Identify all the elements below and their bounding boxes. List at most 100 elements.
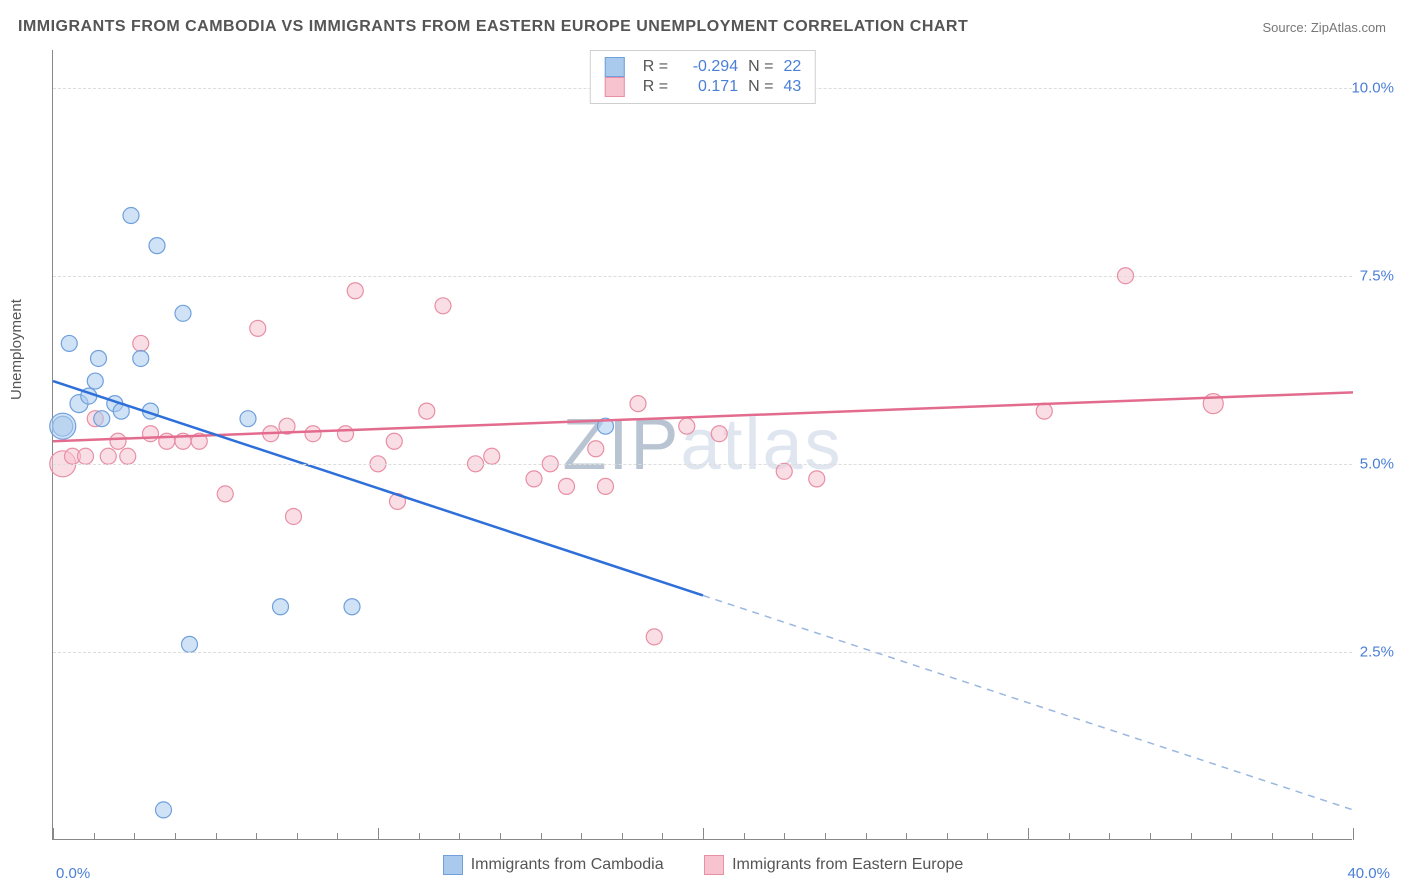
scatter-point [110,433,126,449]
scatter-point [182,636,198,652]
x-tick [175,833,176,840]
scatter-point [149,238,165,254]
x-tick [744,833,745,840]
x-tick [1109,833,1110,840]
x-tick [866,833,867,840]
plot-area: ZIPatlas [52,50,1352,840]
n-value-cambodia: 22 [783,58,801,76]
scatter-point [250,320,266,336]
scatter-point [679,418,695,434]
scatter-point [1036,403,1052,419]
scatter-point [588,441,604,457]
r-value-cambodia: -0.294 [678,58,738,76]
chart-svg [53,50,1352,839]
y-tick-label: 7.5% [1360,267,1394,284]
x-tick [1312,833,1313,840]
legend-item-cambodia: Immigrants from Cambodia [443,855,664,875]
legend-swatch-eastern-europe [704,855,724,875]
scatter-point [338,426,354,442]
x-tick [1150,833,1151,840]
scatter-point [630,396,646,412]
x-tick [216,833,217,840]
scatter-point [344,599,360,615]
gridline [53,464,1352,465]
scatter-point [598,478,614,494]
x-tick [581,833,582,840]
n-label: N = [748,58,773,76]
x-tick [622,833,623,840]
swatch-eastern-europe [605,77,625,97]
stats-box: R = -0.294 N = 22 R = 0.171 N = 43 [590,50,816,104]
scatter-point [526,471,542,487]
scatter-point [133,335,149,351]
scatter-point [484,448,500,464]
scatter-point [419,403,435,419]
x-tick [53,828,54,840]
bottom-legend: Immigrants from Cambodia Immigrants from… [0,855,1406,880]
x-tick [134,833,135,840]
x-tick [662,833,663,840]
legend-label-eastern-europe: Immigrants from Eastern Europe [732,856,963,874]
y-axis-label: Unemployment [8,299,25,400]
x-tick [94,833,95,840]
scatter-point [217,486,233,502]
x-tick [1191,833,1192,840]
x-tick [378,828,379,840]
x-tick [419,833,420,840]
legend-swatch-cambodia [443,855,463,875]
x-tick [1272,833,1273,840]
x-tick-start: 0.0% [56,865,90,882]
y-tick-label: 5.0% [1360,455,1394,472]
y-tick-label: 2.5% [1360,643,1394,660]
y-tick-label: 10.0% [1351,79,1394,96]
scatter-point [120,448,136,464]
x-tick [500,833,501,840]
x-tick [703,828,704,840]
scatter-point [347,283,363,299]
scatter-point [123,208,139,224]
n-label: N = [748,78,773,96]
scatter-point [646,629,662,645]
x-tick [825,833,826,840]
r-value-eastern-europe: 0.171 [678,78,738,96]
x-tick [1028,828,1029,840]
scatter-point [273,599,289,615]
scatter-point [133,350,149,366]
scatter-point [156,802,172,818]
x-tick [1231,833,1232,840]
scatter-point [240,411,256,427]
swatch-cambodia [605,57,625,77]
scatter-point [776,463,792,479]
scatter-point [100,448,116,464]
scatter-point [559,478,575,494]
x-tick [1069,833,1070,840]
scatter-point [61,335,77,351]
r-label: R = [643,58,668,76]
scatter-point [435,298,451,314]
trend-line-dashed [703,595,1353,809]
x-tick [987,833,988,840]
stats-row-eastern-europe: R = 0.171 N = 43 [605,77,801,97]
legend-item-eastern-europe: Immigrants from Eastern Europe [704,855,963,875]
scatter-point [91,350,107,366]
n-value-eastern-europe: 43 [783,78,801,96]
x-tick [906,833,907,840]
scatter-point [305,426,321,442]
x-tick [1353,828,1354,840]
scatter-point [50,413,76,439]
x-tick [947,833,948,840]
gridline [53,276,1352,277]
x-tick-end: 40.0% [1347,865,1390,882]
legend-label-cambodia: Immigrants from Cambodia [471,856,664,874]
x-tick [337,833,338,840]
gridline [53,652,1352,653]
x-tick [256,833,257,840]
scatter-point [386,433,402,449]
scatter-point [175,305,191,321]
scatter-point [711,426,727,442]
source-label: Source: ZipAtlas.com [1262,20,1386,35]
page-title: IMMIGRANTS FROM CAMBODIA VS IMMIGRANTS F… [18,18,968,36]
scatter-point [286,508,302,524]
scatter-point [87,373,103,389]
x-tick [459,833,460,840]
